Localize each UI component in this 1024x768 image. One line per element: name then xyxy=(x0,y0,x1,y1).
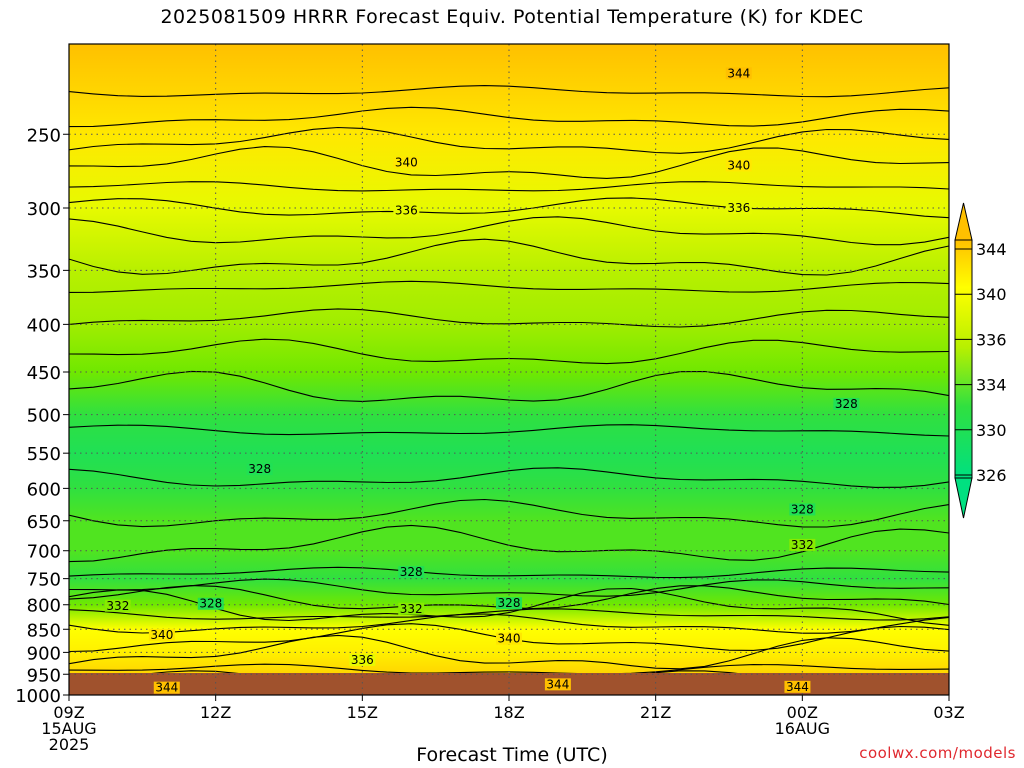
contour-label-bg xyxy=(153,681,180,694)
contour-line xyxy=(69,424,949,437)
contour-line xyxy=(69,634,949,670)
ground-surface xyxy=(69,673,949,695)
y-tick-label: 300 xyxy=(27,199,61,220)
contour-label: 328 xyxy=(400,565,423,579)
colorbar-label: 344 xyxy=(976,240,1007,259)
contour-label: 344 xyxy=(546,677,569,691)
contour-line xyxy=(69,370,949,402)
y-tick-label: 250 xyxy=(27,125,61,146)
x-tick-label: 18Z xyxy=(493,703,524,722)
contour-label: 332 xyxy=(400,602,423,616)
colorbar-label: 340 xyxy=(976,285,1007,304)
contour-label-bg xyxy=(725,159,752,172)
contour-label: 344 xyxy=(786,680,809,694)
contour-label: 332 xyxy=(106,599,129,613)
contour-label-bg xyxy=(789,538,816,551)
contour-label-bg xyxy=(496,632,522,645)
contour-label-bg xyxy=(398,602,425,615)
x-tick-label: 09Z xyxy=(53,703,84,722)
contour-label-bg xyxy=(246,463,273,476)
y-tick-label: 350 xyxy=(27,261,61,282)
contour-label: 336 xyxy=(727,201,750,215)
contour-label: 340 xyxy=(150,628,173,642)
x-tick-label: 2025 xyxy=(49,735,90,754)
credit-link[interactable]: coolwx.com/models xyxy=(859,744,1016,762)
contour-line xyxy=(69,566,949,579)
y-tick-label: 650 xyxy=(27,512,61,533)
contour-label: 344 xyxy=(727,66,750,80)
x-tick-label: 16AUG xyxy=(775,719,830,738)
x-tick-label: 15AUG xyxy=(41,719,96,738)
contour-label: 344 xyxy=(155,681,178,695)
colorbar-bottom-arrow xyxy=(954,477,973,519)
contour-label: 328 xyxy=(498,596,521,610)
contour-line xyxy=(69,197,949,219)
colorbar-label: 326 xyxy=(976,466,1007,485)
contour-label-bg xyxy=(496,597,522,610)
contour-line xyxy=(69,467,949,488)
y-tick-label: 400 xyxy=(27,315,61,336)
contour-label: 340 xyxy=(727,158,750,172)
y-tick-label: 900 xyxy=(27,643,61,664)
y-tick-label: 500 xyxy=(27,406,61,427)
grid-lines xyxy=(68,44,950,696)
colorbar-body xyxy=(954,239,973,479)
y-tick-label: 850 xyxy=(27,620,61,641)
contour-label: 336 xyxy=(395,204,418,218)
contour-label: 328 xyxy=(248,462,271,476)
y-tick-label: 1000 xyxy=(15,686,61,707)
y-tick-label: 750 xyxy=(27,570,61,591)
contour-label: 328 xyxy=(199,597,222,611)
contour-line xyxy=(69,238,949,276)
contour-label-bg xyxy=(148,628,175,641)
colorbar-label: 334 xyxy=(976,376,1007,395)
x-tick-label: 00Z xyxy=(787,703,818,722)
contour-label: 328 xyxy=(791,502,814,516)
y-tick-label: 700 xyxy=(27,542,61,563)
y-axis: 2503003504004505005506006507007508008509… xyxy=(15,125,69,707)
contour-label-bg xyxy=(398,566,425,579)
contour-label: 328 xyxy=(835,397,858,411)
contour-label-bg xyxy=(725,67,752,80)
contour-label-bg xyxy=(544,678,571,691)
contour-label-bg xyxy=(393,156,420,169)
chart-title: 2025081509 HRRR Forecast Equiv. Potentia… xyxy=(160,6,864,28)
contour-labels: 344 340 340 336 336 328 328 328 332 328 332 328 332 3… xyxy=(104,66,860,695)
contour-label-bg xyxy=(393,204,420,217)
contour-label: 340 xyxy=(395,155,418,169)
contour-label-bg xyxy=(833,397,860,410)
y-tick-label: 600 xyxy=(27,479,61,500)
contour-label-bg xyxy=(349,653,376,666)
contour-label: 340 xyxy=(498,632,521,646)
contour-label: 332 xyxy=(791,538,814,552)
contour-line xyxy=(69,578,949,597)
y-tick-label: 800 xyxy=(27,596,61,617)
contour-label-bg xyxy=(104,599,131,612)
contour-label-bg xyxy=(197,597,224,610)
x-tick-label: 03Z xyxy=(933,703,964,722)
contour-label: 336 xyxy=(351,653,374,667)
x-tick-label: 12Z xyxy=(200,703,231,722)
y-tick-label: 450 xyxy=(27,363,61,384)
contour-label-bg xyxy=(789,503,816,516)
contour-label-bg xyxy=(725,202,752,215)
colorbar-label: 330 xyxy=(976,421,1007,440)
x-tick-label: 15Z xyxy=(347,703,378,722)
x-tick-label: 21Z xyxy=(640,703,671,722)
contour-label-bg xyxy=(784,680,811,693)
x-axis-label: Forecast Time (UTC) xyxy=(416,744,608,766)
y-tick-label: 550 xyxy=(27,444,61,465)
colorbar-top-arrow xyxy=(954,202,973,241)
colorbar: 344 340 336 334 330 326 xyxy=(954,202,1007,519)
y-tick-label: 950 xyxy=(27,665,61,686)
colorbar-label: 336 xyxy=(976,330,1007,349)
